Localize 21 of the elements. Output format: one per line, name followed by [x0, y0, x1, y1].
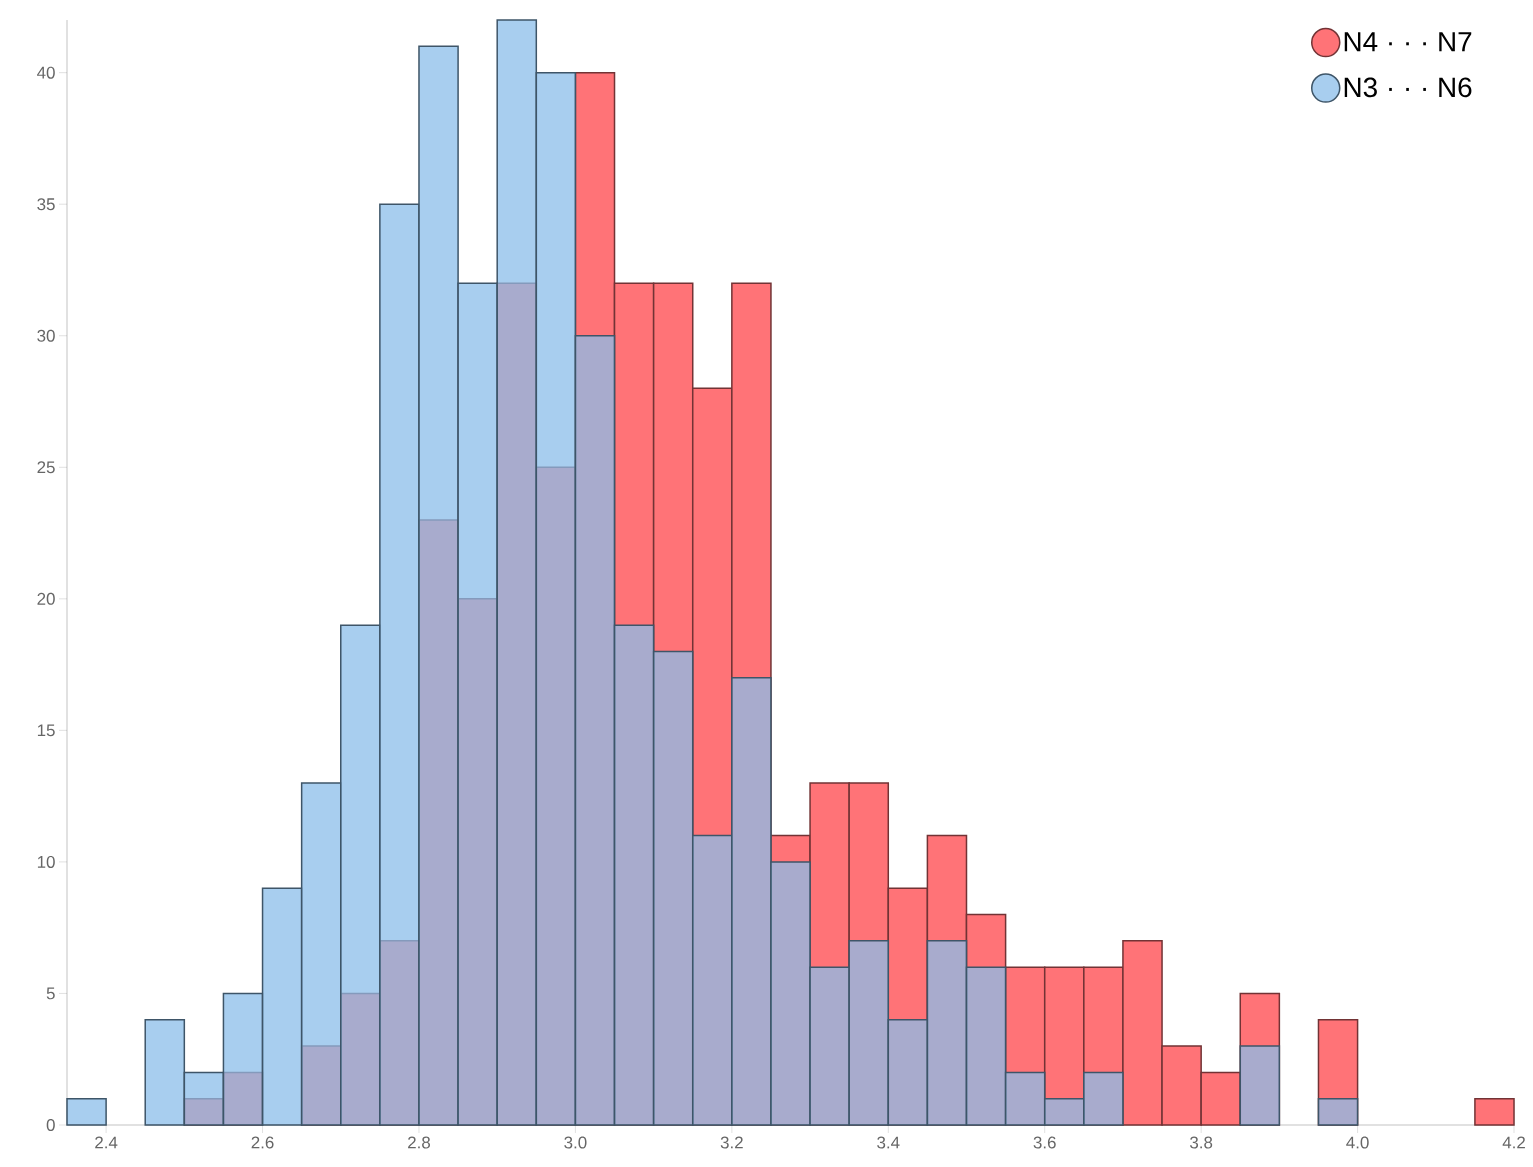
x-tick-label: 3.4: [877, 1136, 900, 1149]
x-tick-label: 4.2: [1502, 1136, 1525, 1149]
legend-label: N3 · · · N6: [1344, 77, 1472, 98]
y-tick-label: 10: [37, 855, 55, 868]
x-tick-label: 2.8: [408, 1136, 431, 1149]
x-tick-label: 2.6: [251, 1136, 274, 1149]
x-tick-label: 2.4: [95, 1136, 118, 1149]
x-tick-label: 3.2: [720, 1136, 743, 1149]
y-tick-label: 25: [37, 461, 55, 474]
x-tick-label: 4.0: [1346, 1136, 1369, 1149]
y-tick-label: 15: [37, 724, 55, 737]
legend-label: N4 · · · N7: [1344, 32, 1472, 52]
x-tick-label: 3.8: [1190, 1136, 1213, 1149]
y-tick-label: 35: [37, 198, 55, 211]
x-tick-label: 3.0: [564, 1136, 587, 1149]
y-tick-label: 5: [46, 987, 55, 1000]
y-tick-label: 40: [37, 66, 55, 79]
y-tick-label: 20: [37, 592, 55, 605]
x-tick-label: 3.6: [1033, 1136, 1056, 1149]
y-tick-label: 30: [37, 329, 55, 342]
y-tick-label: 0: [46, 1119, 55, 1131]
